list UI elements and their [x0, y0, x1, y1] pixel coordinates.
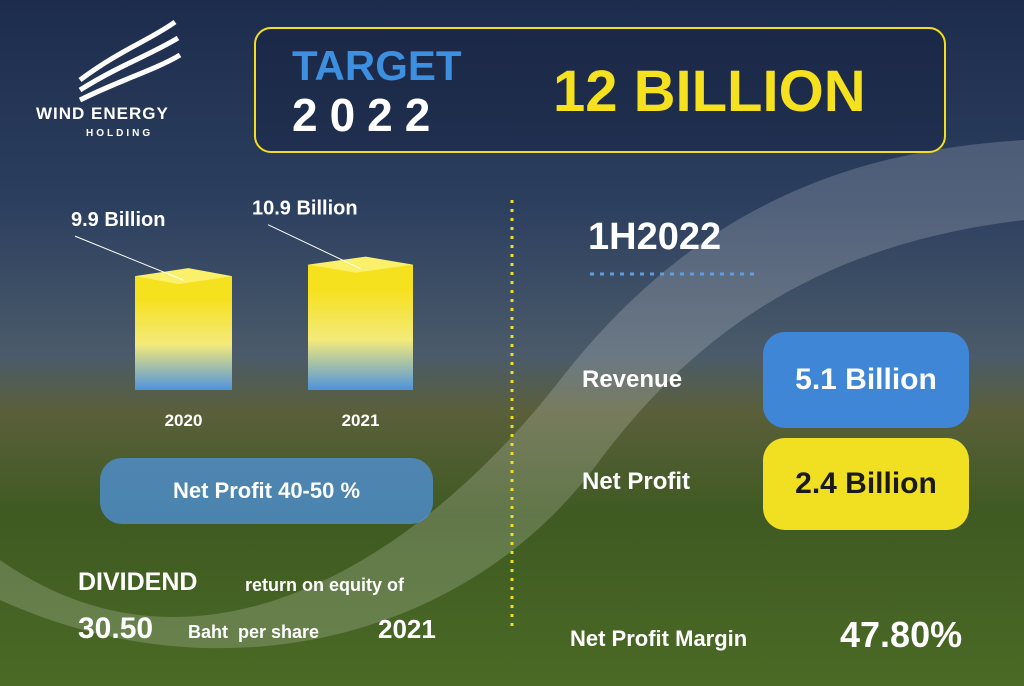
swoosh [0, 140, 1024, 649]
target-box [254, 27, 946, 153]
leader [74, 235, 184, 281]
row-label: Net Profit [582, 468, 690, 495]
target-amount: 12 BILLION [553, 59, 866, 124]
logo-name: WIND ENERGY [36, 104, 169, 123]
value-label: 9.9 Billion [71, 209, 165, 231]
period: 1H2022 [588, 216, 722, 258]
dividend-text: return on equity of [245, 575, 404, 595]
net-profit-range: Net Profit 40-50 % [100, 458, 433, 524]
value-label: 10.9 Billion [252, 198, 358, 220]
bar [135, 276, 232, 390]
row-value: 5.1 Billion [763, 332, 969, 428]
category-label: 2021 [342, 411, 380, 430]
dividend-year: 2021 [378, 614, 436, 644]
margin-value: 47.80% [840, 614, 963, 655]
target-year: 2022 [292, 89, 443, 141]
dividend-title: DIVIDEND [78, 568, 198, 596]
dividend-unit: Baht per share [188, 622, 320, 642]
bar [308, 264, 413, 390]
logo-subtitle: HOLDING [86, 128, 154, 139]
row-value: 2.4 Billion [763, 438, 969, 530]
bar-top [135, 268, 232, 285]
target-label: TARGET [292, 42, 462, 89]
leader [267, 224, 361, 270]
logo-mark [78, 19, 182, 103]
margin-label: Net Profit Margin [570, 626, 748, 651]
category-label: 2020 [165, 411, 203, 430]
row-label: Revenue [582, 366, 683, 393]
bar-top [308, 256, 413, 273]
dividend-amount: 30.50 [78, 612, 154, 645]
